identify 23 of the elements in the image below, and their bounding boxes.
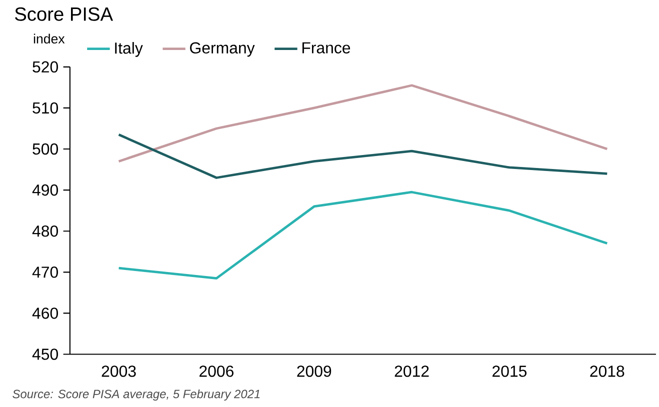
x-tick-label: 2012 [394, 366, 429, 377]
y-tick-label: 460 [32, 307, 58, 319]
x-tick-label: 2003 [102, 366, 136, 377]
line-series [118, 133, 608, 179]
y-tick-label: 480 [32, 225, 58, 237]
x-tick-label: 2009 [297, 366, 332, 377]
x-tick-label: 2018 [590, 366, 624, 377]
x-tick-label: 2006 [200, 366, 234, 377]
legend-label: Italy [115, 42, 143, 57]
legend-label: Germany [190, 42, 255, 57]
y-tick-label: 490 [32, 184, 58, 196]
source-note: Source: Score PISA average, 5 February 2021 [12, 389, 260, 401]
y-tick-label: 470 [32, 266, 58, 278]
chart-title: Score PISA [15, 7, 114, 21]
line-series [118, 190, 608, 280]
y-tick-label: 520 [32, 61, 58, 72]
y-axis-title: index [34, 34, 65, 44]
y-tick-label: 500 [32, 143, 58, 155]
legend-label: France [302, 42, 350, 54]
x-tick-label: 2015 [492, 366, 527, 377]
line-series [118, 84, 608, 162]
y-tick-label: 450 [32, 348, 58, 360]
y-tick-label: 510 [32, 102, 58, 114]
